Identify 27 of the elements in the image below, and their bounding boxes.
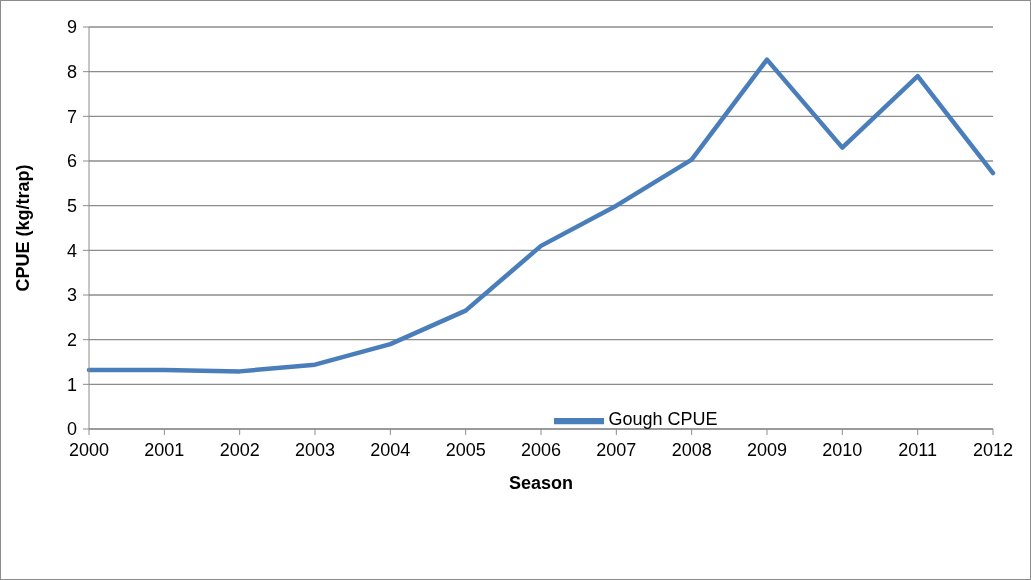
x-tick-label: 2002 bbox=[219, 439, 260, 460]
x-tick-label: 2004 bbox=[370, 439, 411, 460]
legend-label: Gough CPUE bbox=[608, 409, 718, 430]
x-tick-label: 2003 bbox=[294, 439, 336, 460]
y-axis-title: CPUE (kg/trap) bbox=[13, 164, 34, 292]
x-tick-label: 2001 bbox=[144, 439, 185, 460]
y-tick-label: 7 bbox=[66, 106, 77, 127]
y-tick-label: 4 bbox=[66, 240, 77, 261]
y-tick-label: 0 bbox=[66, 419, 77, 440]
line-series bbox=[86, 57, 996, 374]
x-axis-title: Season bbox=[508, 473, 574, 493]
x-tick-label: 2000 bbox=[68, 439, 110, 460]
y-tick-label: 8 bbox=[66, 62, 77, 83]
y-tick-label: 2 bbox=[66, 330, 77, 351]
x-tick-label: 2011 bbox=[898, 439, 938, 460]
y-tick-label: 9 bbox=[66, 17, 77, 38]
x-tick-label: 2005 bbox=[445, 439, 486, 460]
x-tick-label: 2010 bbox=[822, 439, 863, 460]
x-tick-label: 2008 bbox=[671, 439, 712, 460]
x-tick-label: 2006 bbox=[520, 439, 562, 460]
y-tick-label: 1 bbox=[66, 374, 77, 395]
x-tick-label: 2007 bbox=[596, 439, 637, 460]
x-tick-label: 2009 bbox=[746, 439, 788, 460]
y-tick-label: 3 bbox=[66, 285, 77, 306]
x-tick-label: 2012 bbox=[972, 439, 1014, 460]
y-tick-label: 5 bbox=[66, 196, 77, 217]
y-tick-label: 6 bbox=[66, 151, 77, 172]
